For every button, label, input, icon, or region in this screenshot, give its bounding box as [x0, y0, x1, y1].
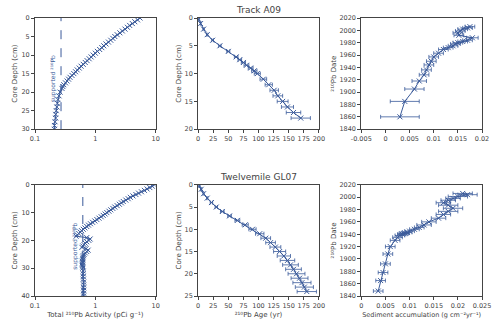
- svg-text:Twelvemile GL07: Twelvemile GL07: [220, 172, 297, 182]
- svg-text:0.1: 0.1: [30, 302, 40, 310]
- svg-text:Core Depth (cm): Core Depth (cm): [175, 44, 183, 102]
- svg-text:1840: 1840: [339, 125, 356, 133]
- svg-text:1980: 1980: [339, 206, 356, 214]
- svg-text:1860: 1860: [339, 280, 356, 288]
- svg-text:0: 0: [196, 135, 200, 143]
- svg-text:30: 30: [21, 125, 29, 133]
- svg-text:20: 20: [185, 125, 193, 133]
- svg-text:Track A09: Track A09: [236, 5, 281, 15]
- svg-text:0.01: 0.01: [402, 302, 416, 310]
- svg-text:1900: 1900: [339, 255, 356, 263]
- svg-text:1880: 1880: [339, 268, 356, 276]
- svg-text:0.01: 0.01: [426, 135, 440, 143]
- svg-text:10: 10: [152, 302, 160, 310]
- svg-text:150: 150: [282, 302, 294, 310]
- svg-text:175: 175: [298, 302, 310, 310]
- svg-text:15: 15: [185, 248, 193, 256]
- svg-text:25: 25: [21, 107, 29, 115]
- svg-text:Core Depth (cm): Core Depth (cm): [175, 211, 183, 269]
- svg-text:15: 15: [185, 98, 193, 106]
- svg-text:75: 75: [239, 135, 247, 143]
- svg-text:0.015: 0.015: [424, 302, 443, 310]
- svg-text:1960: 1960: [339, 51, 356, 59]
- svg-text:40: 40: [21, 292, 29, 300]
- svg-text:10: 10: [185, 226, 193, 234]
- svg-text:0: 0: [196, 302, 200, 310]
- svg-text:Sediment accumulation (g cm⁻²y: Sediment accumulation (g cm⁻²yr⁻¹): [362, 311, 481, 319]
- svg-text:1860: 1860: [339, 113, 356, 121]
- svg-text:-0.005: -0.005: [351, 135, 372, 143]
- svg-text:10: 10: [21, 51, 29, 59]
- svg-text:0.1: 0.1: [30, 135, 40, 143]
- svg-text:2000: 2000: [339, 193, 356, 201]
- svg-text:1940: 1940: [339, 230, 356, 238]
- svg-text:1960: 1960: [339, 218, 356, 226]
- svg-text:1920: 1920: [339, 243, 356, 251]
- svg-text:1: 1: [93, 135, 97, 143]
- svg-text:20: 20: [185, 270, 193, 278]
- svg-text:1900: 1900: [339, 88, 356, 96]
- svg-text:2020: 2020: [339, 181, 356, 189]
- svg-text:0: 0: [383, 135, 387, 143]
- svg-text:Total ²¹⁰Pb Activity (pCi g⁻¹): Total ²¹⁰Pb Activity (pCi g⁻¹): [46, 311, 143, 319]
- svg-text:50: 50: [224, 302, 232, 310]
- svg-text:100: 100: [252, 302, 264, 310]
- svg-text:0.02: 0.02: [451, 302, 465, 310]
- svg-text:1880: 1880: [339, 101, 356, 109]
- svg-text:0: 0: [26, 14, 30, 22]
- svg-text:15: 15: [21, 70, 29, 78]
- svg-text:Core Depth (cm): Core Depth (cm): [11, 211, 19, 269]
- svg-text:0.015: 0.015: [449, 135, 468, 143]
- svg-text:25: 25: [185, 292, 193, 300]
- svg-text:5: 5: [26, 33, 30, 41]
- svg-text:125: 125: [267, 135, 279, 143]
- svg-text:2020: 2020: [339, 14, 356, 22]
- svg-text:10: 10: [185, 70, 193, 78]
- svg-text:25: 25: [209, 135, 217, 143]
- svg-text:30: 30: [21, 264, 29, 272]
- svg-text:1840: 1840: [339, 292, 356, 300]
- svg-text:0.02: 0.02: [475, 135, 489, 143]
- svg-text:0: 0: [189, 181, 193, 189]
- svg-text:5: 5: [189, 42, 193, 50]
- svg-text:²¹⁰Pb Date: ²¹⁰Pb Date: [330, 222, 338, 258]
- svg-text:50: 50: [224, 135, 232, 143]
- svg-text:125: 125: [267, 302, 279, 310]
- svg-text:5: 5: [189, 203, 193, 211]
- svg-text:0: 0: [26, 181, 30, 189]
- svg-text:0.005: 0.005: [376, 302, 395, 310]
- svg-text:75: 75: [239, 302, 247, 310]
- svg-text:20: 20: [21, 237, 29, 245]
- svg-text:Core Depth (cm): Core Depth (cm): [11, 44, 19, 102]
- svg-text:²¹⁰Pb Date: ²¹⁰Pb Date: [330, 56, 338, 92]
- svg-text:1920: 1920: [339, 76, 356, 84]
- svg-text:10: 10: [21, 209, 29, 217]
- svg-text:175: 175: [298, 135, 310, 143]
- svg-text:200: 200: [313, 302, 325, 310]
- svg-text:100: 100: [252, 135, 264, 143]
- svg-text:25: 25: [209, 302, 217, 310]
- svg-text:150: 150: [282, 135, 294, 143]
- svg-text:²¹⁰Pb Age (yr): ²¹⁰Pb Age (yr): [235, 311, 283, 319]
- svg-text:10: 10: [152, 135, 160, 143]
- svg-text:0: 0: [189, 14, 193, 22]
- svg-text:2000: 2000: [339, 27, 356, 35]
- svg-text:supported ²¹⁰Pb: supported ²¹⁰Pb: [71, 223, 79, 270]
- svg-text:0.025: 0.025: [473, 302, 492, 310]
- svg-text:1: 1: [93, 302, 97, 310]
- svg-text:supported ²¹⁰Pb: supported ²¹⁰Pb: [49, 55, 57, 102]
- svg-text:1980: 1980: [339, 39, 356, 47]
- svg-text:20: 20: [21, 88, 29, 96]
- svg-text:0: 0: [359, 302, 363, 310]
- svg-text:0.005: 0.005: [400, 135, 419, 143]
- svg-text:1940: 1940: [339, 64, 356, 72]
- svg-text:200: 200: [313, 135, 325, 143]
